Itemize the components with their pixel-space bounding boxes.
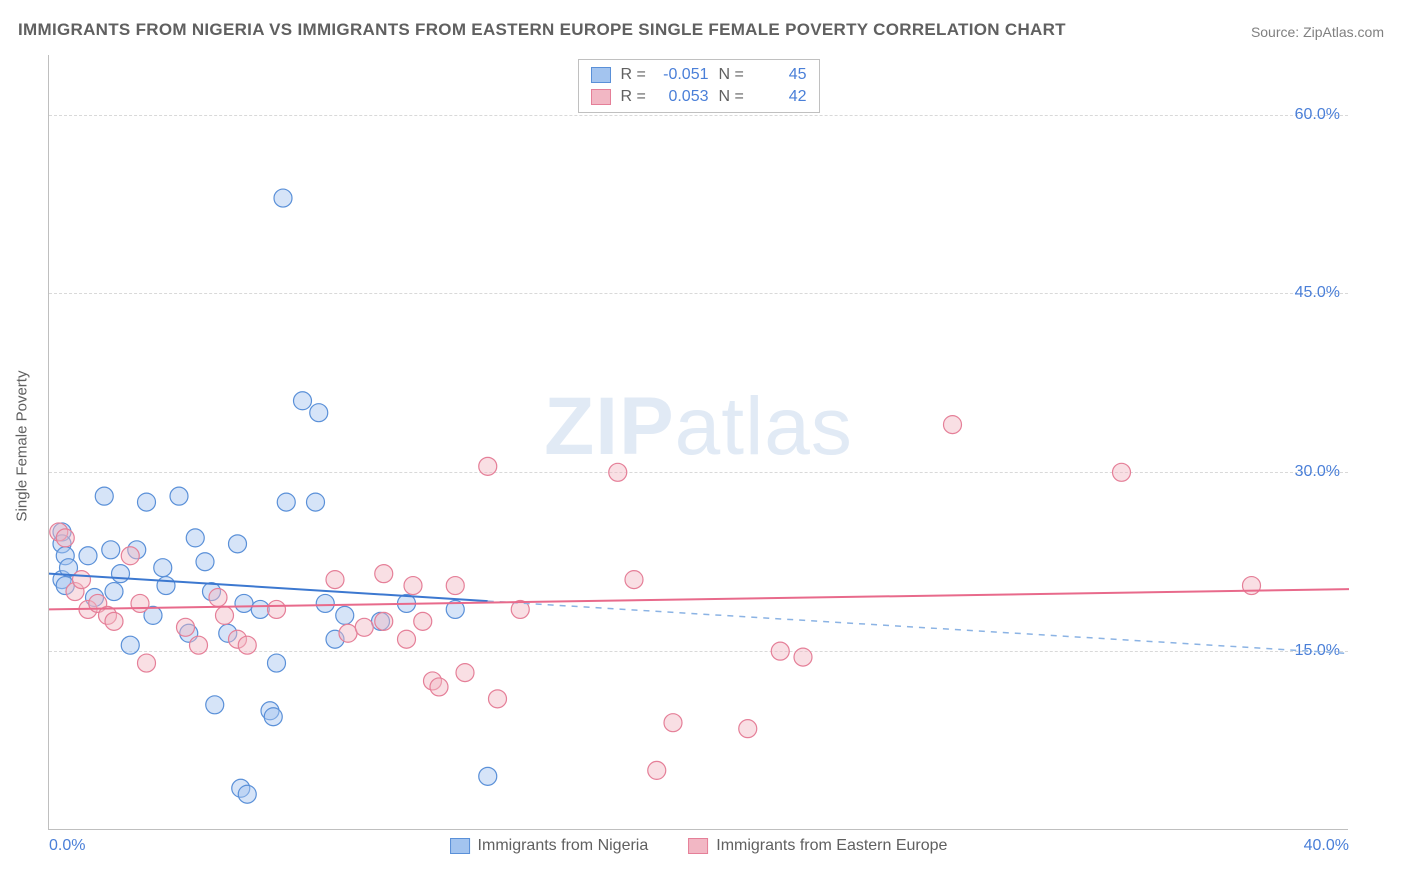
data-point <box>138 654 156 672</box>
data-point <box>355 618 373 636</box>
data-point <box>196 553 214 571</box>
data-point <box>105 612 123 630</box>
data-point <box>277 493 295 511</box>
data-point <box>102 541 120 559</box>
data-point <box>154 559 172 577</box>
data-point <box>294 392 312 410</box>
data-point <box>456 664 474 682</box>
data-point <box>326 571 344 589</box>
data-point <box>268 600 286 618</box>
data-point <box>375 612 393 630</box>
data-point <box>609 463 627 481</box>
data-point <box>336 606 354 624</box>
scatter-svg <box>49 55 1348 829</box>
chart-title: IMMIGRANTS FROM NIGERIA VS IMMIGRANTS FR… <box>18 20 1066 40</box>
data-point <box>105 583 123 601</box>
legend-correlation: R = -0.051 N = 45 R = 0.053 N = 42 <box>578 59 820 113</box>
data-point <box>771 642 789 660</box>
data-point <box>479 457 497 475</box>
data-point <box>79 547 97 565</box>
data-point <box>206 696 224 714</box>
data-point <box>138 493 156 511</box>
data-point <box>404 577 422 595</box>
legend-row-2: R = 0.053 N = 42 <box>591 86 807 108</box>
data-point <box>664 714 682 732</box>
data-point <box>307 493 325 511</box>
data-point <box>186 529 204 547</box>
data-point <box>56 529 74 547</box>
x-tick-label: 0.0% <box>49 837 85 855</box>
source-attribution: Source: ZipAtlas.com <box>1251 24 1384 40</box>
legend-item-nigeria: Immigrants from Nigeria <box>450 837 649 855</box>
data-point <box>446 577 464 595</box>
data-point <box>238 636 256 654</box>
data-point <box>1113 463 1131 481</box>
data-point <box>73 571 91 589</box>
legend-swatch-nigeria <box>450 838 470 854</box>
data-point <box>177 618 195 636</box>
data-point <box>131 594 149 612</box>
y-axis-title: Single Female Poverty <box>14 371 31 522</box>
data-point <box>238 785 256 803</box>
data-point <box>625 571 643 589</box>
data-point <box>170 487 188 505</box>
data-point <box>209 589 227 607</box>
data-point <box>216 606 234 624</box>
legend-series: Immigrants from Nigeria Immigrants from … <box>450 837 948 855</box>
legend-swatch-eastern-europe <box>688 838 708 854</box>
data-point <box>398 630 416 648</box>
data-point <box>274 189 292 207</box>
legend-swatch-nigeria <box>591 67 611 83</box>
data-point <box>229 535 247 553</box>
x-tick-label: 40.0% <box>1304 837 1349 855</box>
data-point <box>430 678 448 696</box>
data-point <box>479 767 497 785</box>
data-point <box>112 565 130 583</box>
trend-line-extrapolation <box>488 601 1349 653</box>
data-point <box>944 416 962 434</box>
data-point <box>316 594 334 612</box>
data-point <box>414 612 432 630</box>
data-point <box>157 577 175 595</box>
data-point <box>121 636 139 654</box>
data-point <box>121 547 139 565</box>
data-point <box>95 487 113 505</box>
legend-item-eastern-europe: Immigrants from Eastern Europe <box>688 837 947 855</box>
data-point <box>339 624 357 642</box>
correlation-chart: IMMIGRANTS FROM NIGERIA VS IMMIGRANTS FR… <box>0 0 1406 892</box>
data-point <box>264 708 282 726</box>
data-point <box>310 404 328 422</box>
data-point <box>1243 577 1261 595</box>
legend-swatch-eastern-europe <box>591 89 611 105</box>
data-point <box>489 690 507 708</box>
data-point <box>251 600 269 618</box>
data-point <box>268 654 286 672</box>
data-point <box>375 565 393 583</box>
data-point <box>235 594 253 612</box>
data-point <box>648 761 666 779</box>
data-point <box>794 648 812 666</box>
legend-row-1: R = -0.051 N = 45 <box>591 64 807 86</box>
data-point <box>190 636 208 654</box>
plot-area: ZIPatlas 15.0%30.0%45.0%60.0% R = -0.051… <box>48 55 1348 830</box>
data-point <box>739 720 757 738</box>
